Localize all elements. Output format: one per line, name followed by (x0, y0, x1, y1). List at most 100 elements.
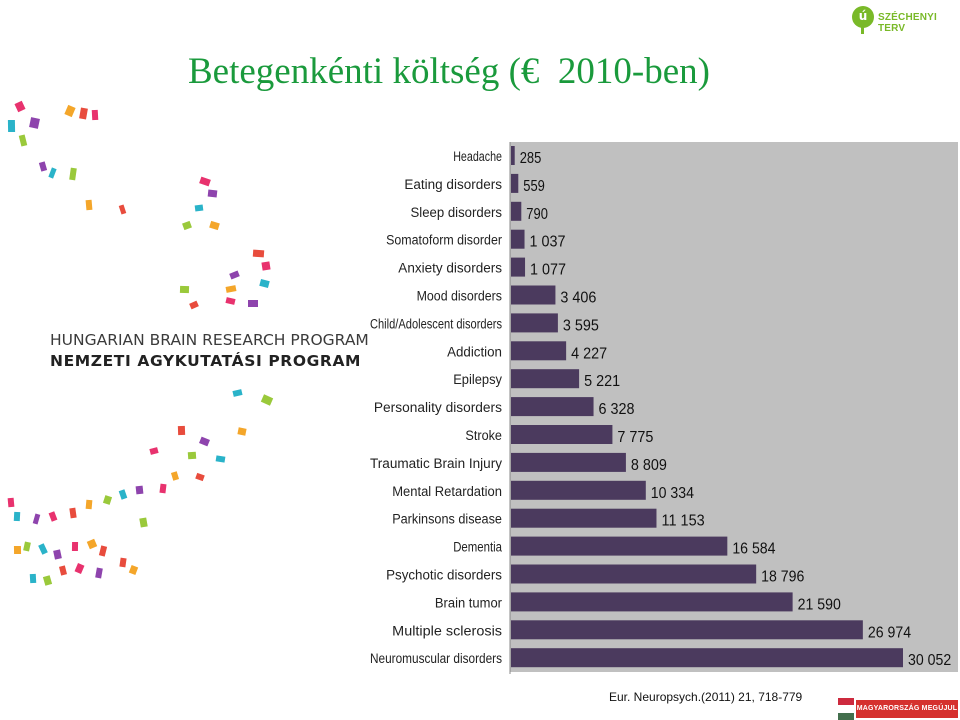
bar (511, 285, 556, 305)
value-label: 790 (526, 206, 548, 223)
value-label: 16 584 (732, 541, 775, 558)
confetti-piece (42, 575, 53, 586)
szechenyi-terv-logo: ú SZÉCHENYI TERV (850, 4, 955, 36)
confetti-piece (139, 517, 148, 528)
chart-svg: Headache 285 Eating disorders 559 Sleep diso… (370, 142, 958, 674)
confetti-piece (85, 199, 93, 211)
confetti-piece (71, 541, 79, 552)
value-label: 10 334 (651, 485, 694, 502)
confetti-piece (199, 436, 210, 447)
confetti-piece (38, 543, 48, 555)
confetti-piece (79, 107, 88, 120)
category-label: Stroke (465, 428, 502, 443)
bar (511, 592, 793, 612)
confetti-piece (59, 565, 67, 576)
confetti-piece (225, 285, 237, 293)
confetti-piece (53, 549, 62, 560)
confetti-piece (237, 427, 247, 436)
value-label: 5 221 (584, 373, 620, 390)
value-label: 21 590 (798, 596, 841, 613)
page-title: Betegenkénti költség (€ 2010-ben) (188, 51, 710, 92)
bar (511, 257, 526, 277)
confetti-piece (48, 167, 57, 179)
cost-bar-chart: Headache 285 Eating disorders 559 Sleep diso… (370, 142, 960, 677)
bar (511, 620, 863, 640)
value-label: 1 077 (530, 262, 566, 279)
confetti-piece (118, 204, 127, 215)
confetti-piece (18, 134, 28, 147)
confetti-piece (177, 425, 186, 436)
program-name-hungarian: NEMZETI AGYKUTATÁSI PROGRAM (50, 352, 362, 370)
confetti-piece (38, 161, 48, 172)
confetti-piece (194, 204, 204, 212)
bar (511, 397, 594, 417)
confetti-piece (189, 300, 199, 310)
value-label: 3 406 (560, 290, 596, 307)
citation: Eur. Neuropsych.(2011) 21, 718-779 (609, 690, 803, 704)
confetti-piece (225, 297, 236, 305)
confetti-piece (215, 455, 226, 463)
category-label: Mood disorders (417, 289, 503, 304)
category-label: Anxiety disorders (398, 261, 502, 276)
bar (511, 508, 657, 528)
bar (511, 341, 567, 361)
category-label: Dementia (453, 540, 502, 555)
confetti-piece (69, 507, 77, 519)
category-label: Headache (453, 149, 502, 164)
value-label: 559 (523, 178, 545, 195)
value-label: 6 328 (599, 401, 635, 418)
confetti-piece (32, 513, 41, 525)
confetti-piece (48, 511, 58, 522)
confetti-piece (118, 489, 128, 500)
confetti-piece (261, 261, 271, 271)
category-label: Eating disorders (404, 177, 502, 192)
confetti-piece (64, 104, 76, 118)
logo-mark-icon: ú (852, 6, 874, 28)
confetti-piece (229, 270, 240, 280)
bar (511, 480, 646, 500)
value-label: 4 227 (571, 345, 607, 362)
program-logo: HUNGARIAN BRAIN RESEARCH PROGRAM NEMZETI… (50, 330, 369, 372)
bar (511, 369, 580, 389)
category-label: Multiple sclerosis (392, 623, 502, 638)
bar (511, 313, 558, 333)
category-label: Psychotic disorders (386, 568, 502, 583)
confetti-piece (128, 565, 139, 575)
program-name-english: HUNGARIAN BRAIN RESEARCH PROGRAM (50, 331, 369, 349)
confetti-piece (74, 562, 85, 575)
category-label: Sleep disorders (411, 205, 503, 220)
bar (511, 173, 519, 193)
category-label: Neuromuscular disorders (370, 651, 502, 666)
confetti-decoration (7, 100, 274, 586)
value-label: 18 796 (761, 569, 804, 586)
confetti-piece (13, 511, 21, 522)
bar (511, 536, 728, 556)
bar (511, 201, 522, 221)
confetti-piece (209, 220, 220, 231)
confetti-piece (95, 567, 103, 579)
confetti-piece (252, 249, 265, 258)
confetti-piece (86, 538, 98, 550)
bar (511, 146, 515, 165)
value-label: 3 595 (563, 317, 599, 334)
confetti-piece (248, 300, 258, 307)
confetti-piece (159, 483, 167, 494)
confetti-piece (29, 573, 37, 584)
confetti-piece (149, 447, 159, 455)
logo-mark-letter: ú (858, 9, 868, 23)
bar (511, 229, 525, 249)
confetti-piece (170, 471, 180, 481)
confetti-piece (232, 389, 243, 397)
value-label: 7 775 (617, 429, 653, 446)
confetti-piece (135, 485, 144, 495)
confetti-piece (207, 189, 218, 198)
confetti-piece (119, 557, 127, 568)
category-label: Traumatic Brain Injury (370, 456, 502, 471)
bar (511, 452, 626, 472)
logo-text: SZÉCHENYI TERV (878, 12, 938, 34)
footer-logo-text: MAGYARORSZÁG MEGÚJUL (856, 700, 958, 718)
category-label: Epilepsy (453, 372, 502, 387)
category-label: Parkinsons disease (392, 512, 502, 527)
magyarorszag-megujul-logo: MAGYARORSZÁG MEGÚJUL (838, 698, 960, 720)
category-label: Mental Retardation (392, 484, 502, 499)
